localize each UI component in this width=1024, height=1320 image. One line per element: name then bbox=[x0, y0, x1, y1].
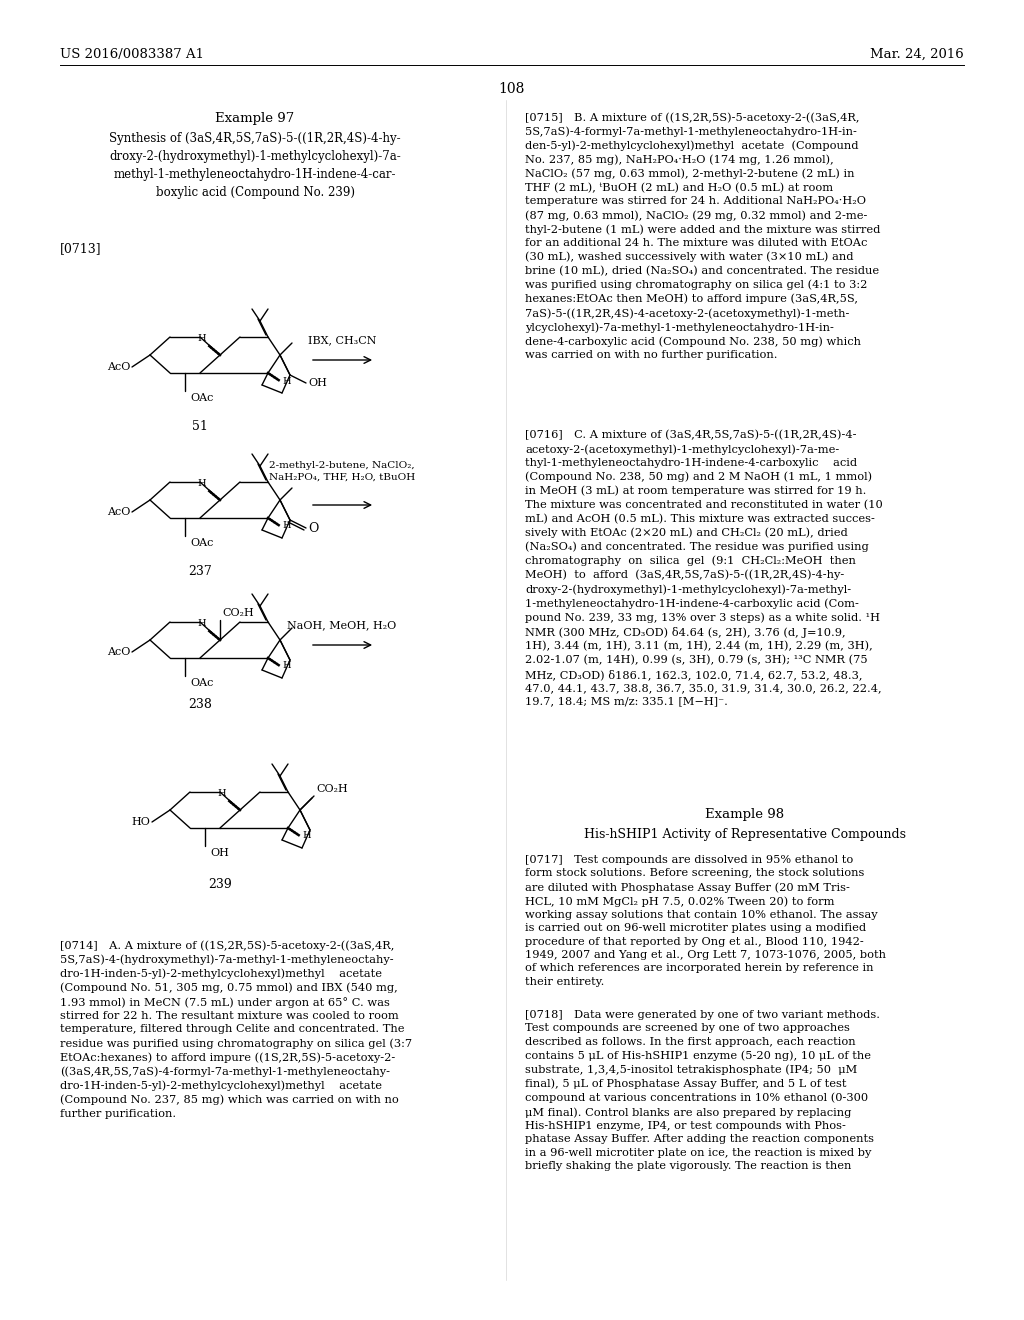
Text: OAc: OAc bbox=[190, 539, 213, 548]
Text: H: H bbox=[198, 334, 206, 343]
Text: H: H bbox=[198, 619, 206, 628]
Text: H: H bbox=[282, 661, 291, 671]
Text: AcO: AcO bbox=[106, 362, 130, 372]
Text: H: H bbox=[282, 376, 291, 385]
Text: 51: 51 bbox=[193, 420, 208, 433]
Text: HO: HO bbox=[131, 817, 150, 828]
Text: Example 98: Example 98 bbox=[706, 808, 784, 821]
Text: US 2016/0083387 A1: US 2016/0083387 A1 bbox=[60, 48, 204, 61]
Text: OH: OH bbox=[210, 847, 229, 858]
Text: [0714] A. A mixture of ((1S,2R,5S)-5-acetoxy-2-((3aS,4R,
5S,7aS)-4-(hydroxymethy: [0714] A. A mixture of ((1S,2R,5S)-5-ace… bbox=[60, 940, 412, 1118]
Text: AcO: AcO bbox=[106, 507, 130, 517]
Text: Example 97: Example 97 bbox=[215, 112, 295, 125]
Text: His-hSHIP1 Activity of Representative Compounds: His-hSHIP1 Activity of Representative Co… bbox=[584, 828, 906, 841]
Text: [0715] B. A mixture of ((1S,2R,5S)-5-acetoxy-2-((3aS,4R,
5S,7aS)-4-formyl-7a-met: [0715] B. A mixture of ((1S,2R,5S)-5-ace… bbox=[525, 112, 881, 360]
Text: H: H bbox=[282, 521, 291, 531]
Text: [0713]: [0713] bbox=[60, 242, 101, 255]
Text: Mar. 24, 2016: Mar. 24, 2016 bbox=[870, 48, 964, 61]
Text: CO₂H: CO₂H bbox=[316, 784, 348, 795]
Text: 2-methyl-2-butene, NaClO₂,
NaH₂PO₄, THF, H₂O, tBuOH: 2-methyl-2-butene, NaClO₂, NaH₂PO₄, THF,… bbox=[269, 461, 415, 482]
Text: 238: 238 bbox=[188, 698, 212, 711]
Text: H: H bbox=[198, 479, 206, 488]
Text: OH: OH bbox=[308, 378, 327, 388]
Text: CO₂H: CO₂H bbox=[222, 609, 254, 618]
Text: OAc: OAc bbox=[190, 678, 213, 688]
Text: IBX, CH₃CN: IBX, CH₃CN bbox=[308, 335, 376, 345]
Text: 237: 237 bbox=[188, 565, 212, 578]
Text: [0717] Test compounds are dissolved in 95% ethanol to
form stock solutions. Befo: [0717] Test compounds are dissolved in 9… bbox=[525, 855, 886, 987]
Text: OAc: OAc bbox=[190, 393, 213, 403]
Text: H: H bbox=[302, 832, 310, 841]
Text: 108: 108 bbox=[499, 82, 525, 96]
Text: AcO: AcO bbox=[106, 647, 130, 657]
Text: 239: 239 bbox=[208, 878, 231, 891]
Text: NaOH, MeOH, H₂O: NaOH, MeOH, H₂O bbox=[288, 620, 396, 630]
Text: O: O bbox=[308, 521, 318, 535]
Text: H: H bbox=[217, 789, 226, 799]
Text: Synthesis of (3aS,4R,5S,7aS)-5-((1R,2R,4S)-4-hy-
droxy-2-(hydroxymethyl)-1-methy: Synthesis of (3aS,4R,5S,7aS)-5-((1R,2R,4… bbox=[110, 132, 400, 199]
Text: [0716] C. A mixture of (3aS,4R,5S,7aS)-5-((1R,2R,4S)-4-
acetoxy-2-(acetoxymethyl: [0716] C. A mixture of (3aS,4R,5S,7aS)-5… bbox=[525, 430, 883, 706]
Text: [0718] Data were generated by one of two variant methods.
Test compounds are scr: [0718] Data were generated by one of two… bbox=[525, 1010, 880, 1171]
